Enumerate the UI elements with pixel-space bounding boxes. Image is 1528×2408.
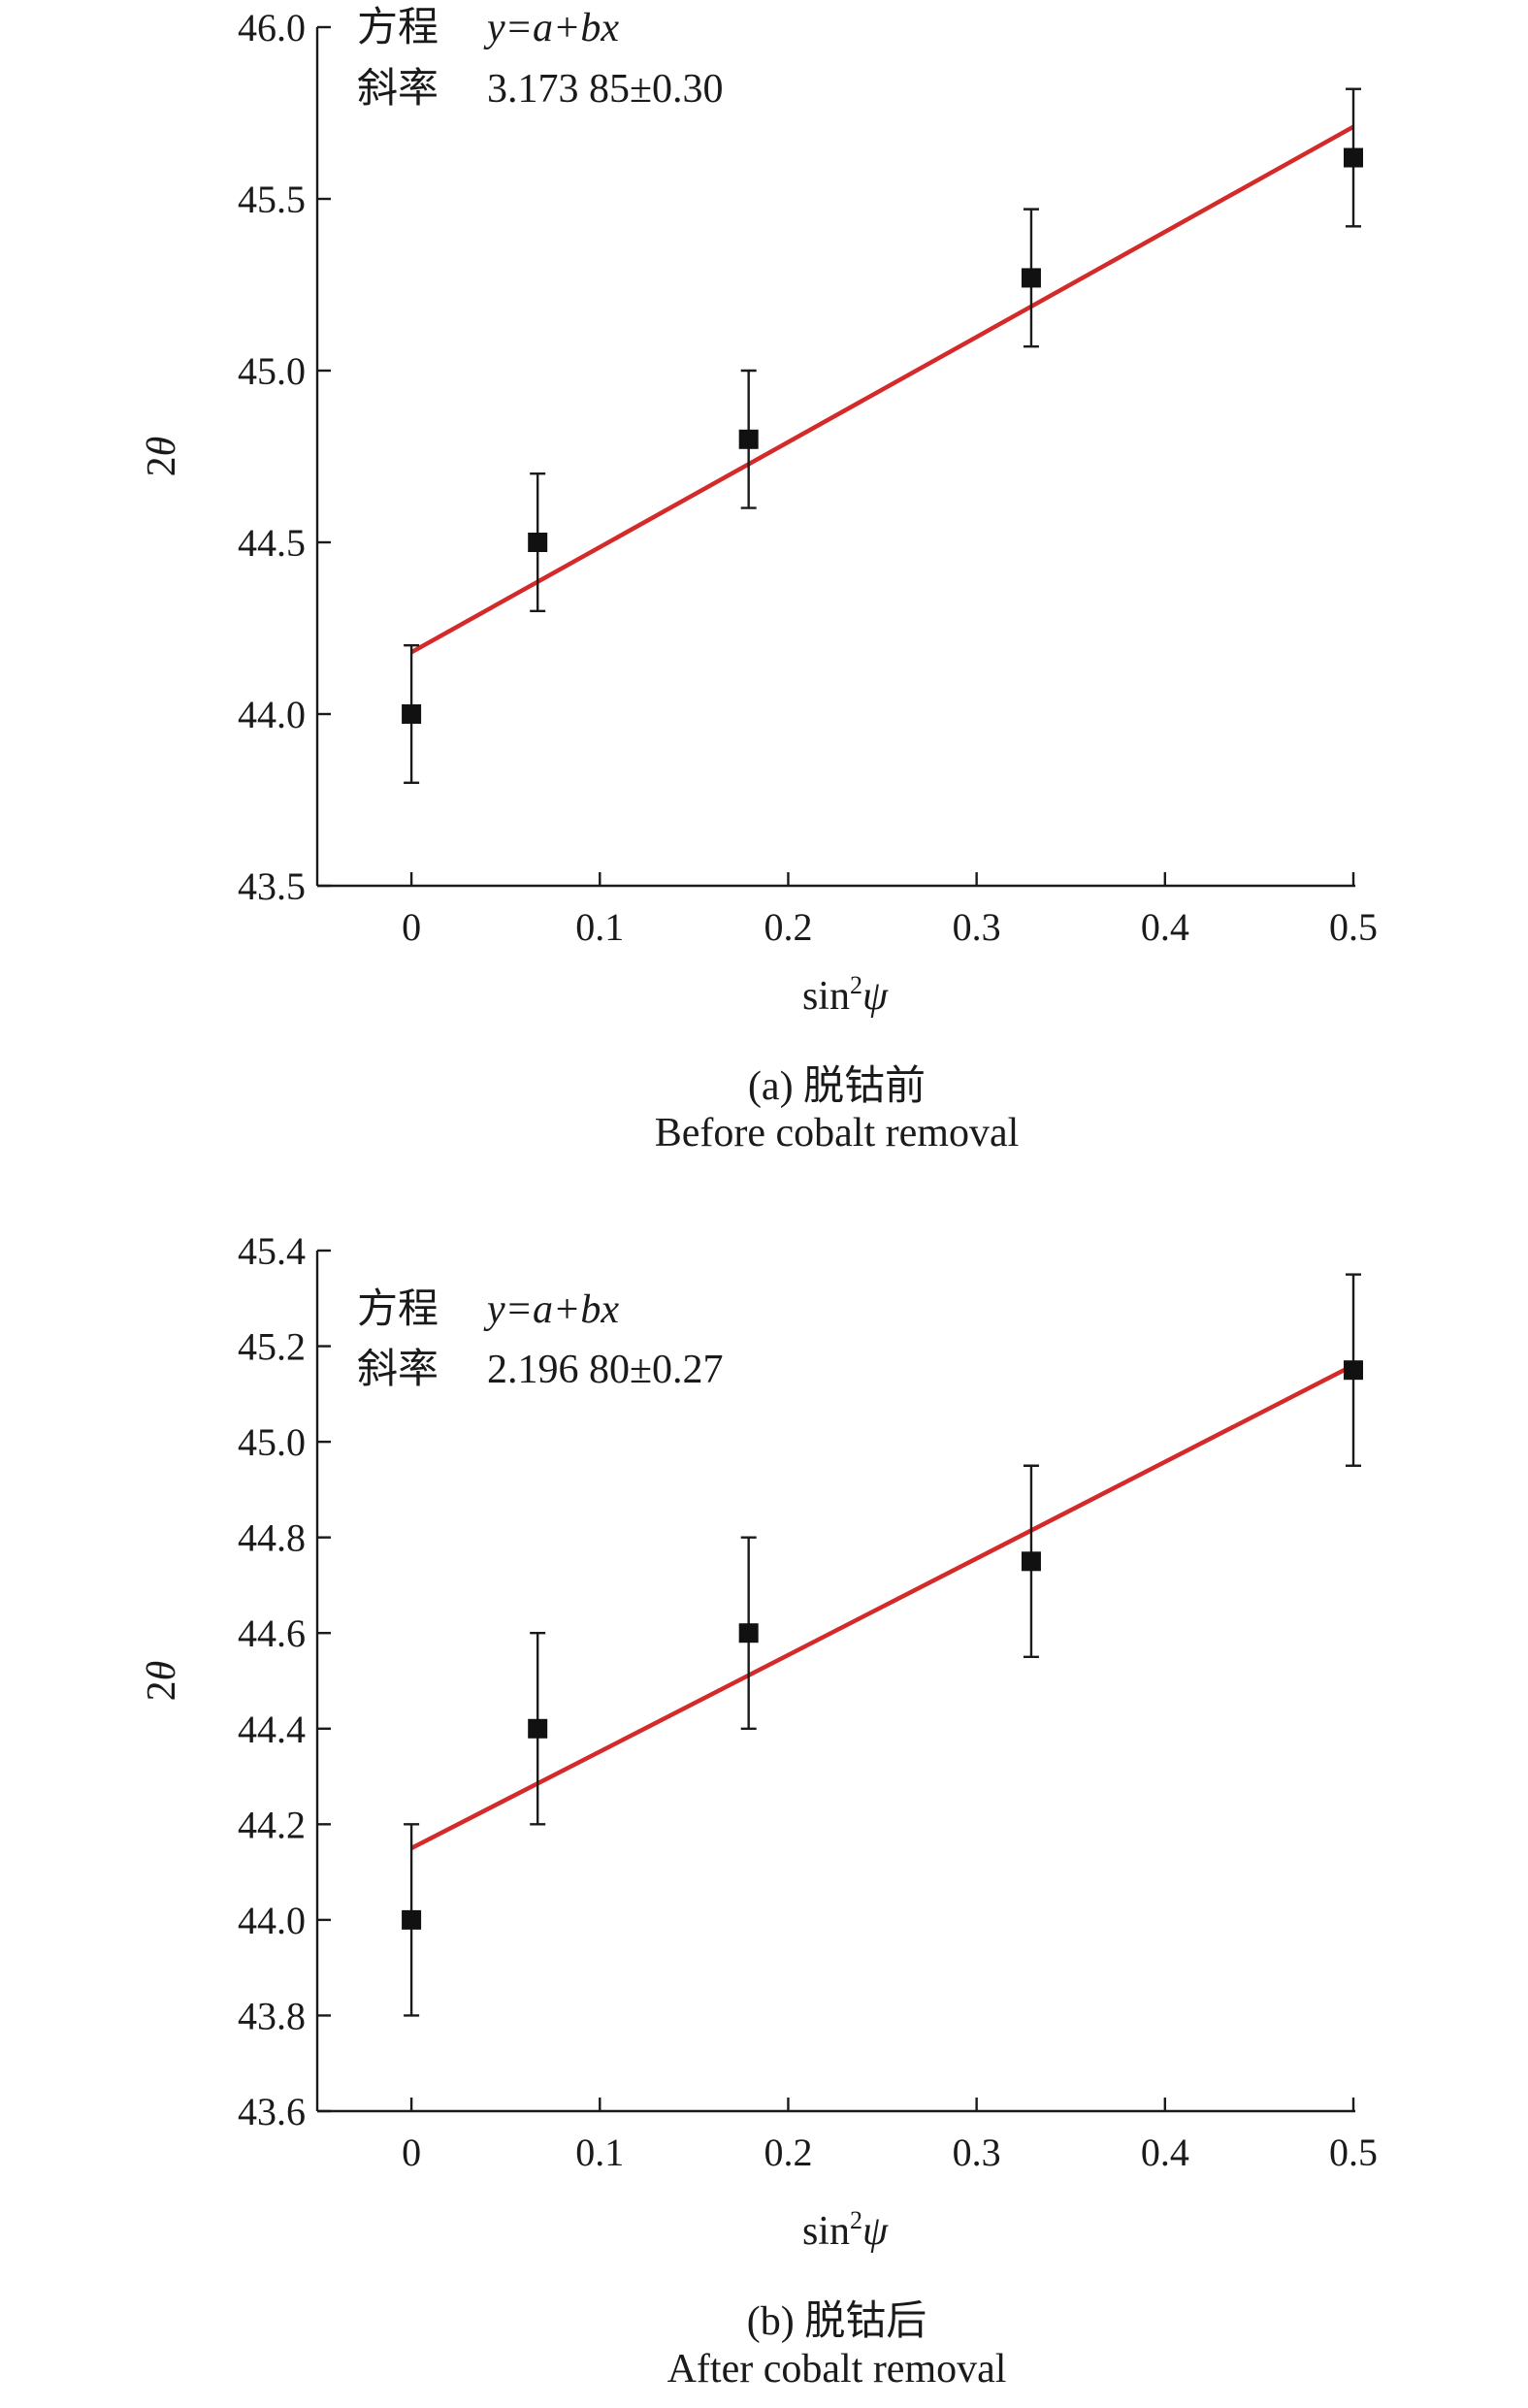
y-axis-title-symbol: θ bbox=[140, 1661, 184, 1681]
data-point bbox=[738, 429, 759, 449]
x-axis-title-prefix: sin bbox=[802, 2209, 850, 2254]
y-axis-title: 2θ bbox=[140, 1661, 184, 1702]
fit-line bbox=[409, 124, 1355, 655]
y-tick-label: 44.0 bbox=[238, 1899, 306, 1942]
y-tick-label: 45.2 bbox=[238, 1325, 306, 1369]
x-tick-label: 0.4 bbox=[1141, 905, 1189, 949]
chart-b-svg: 43.6 43.8 44.0 44.2 44.4 44.6 44.8 45.0 45.2 45.4… bbox=[140, 1229, 1378, 2254]
slope-value: 2.196 80±0.27 bbox=[487, 1348, 724, 1392]
x-axis-title-sup: 2 bbox=[850, 971, 862, 999]
y-tick-label: 44.2 bbox=[238, 1803, 306, 1846]
x-tick-label: 0 bbox=[402, 2131, 421, 2174]
y-tick-label: 46.0 bbox=[238, 6, 306, 49]
y-axis-title-number: 2 bbox=[140, 456, 184, 476]
y-axis-title-symbol: θ bbox=[140, 437, 184, 457]
x-tick-label: 0.2 bbox=[764, 905, 812, 949]
y-tick-label: 45.0 bbox=[238, 1420, 306, 1464]
x-tick-label: 0.3 bbox=[953, 2131, 1001, 2174]
x-axis-title-sup: 2 bbox=[850, 2206, 862, 2234]
y-tick-label: 43.5 bbox=[238, 864, 306, 908]
x-tick-label: 0.3 bbox=[953, 905, 1001, 949]
data-point bbox=[1344, 1360, 1363, 1381]
y-tick-label: 44.4 bbox=[238, 1708, 306, 1751]
data-point bbox=[528, 1718, 548, 1739]
x-axis-title: sin2ψ bbox=[802, 2206, 889, 2254]
chart-a-svg: 43.5 44.0 44.5 45.0 45.5 46.0 0 0.1 0.2 0.3 0.4 0.5… bbox=[140, 6, 1378, 1019]
x-axis-title: sin2ψ bbox=[802, 971, 889, 1019]
x-tick-label: 0.2 bbox=[764, 2131, 812, 2174]
y-tick-label: 44.5 bbox=[238, 521, 306, 565]
y-tick-label: 44.6 bbox=[238, 1611, 306, 1655]
y-tick-label: 45.5 bbox=[238, 178, 306, 221]
chart-panel-a: 43.5 44.0 44.5 45.0 45.5 46.0 0 0.1 0.2 0.3 0.4 0.5… bbox=[140, 6, 1378, 1155]
data-point bbox=[402, 704, 422, 724]
equation-label: 方程 bbox=[357, 6, 439, 50]
x-tick-label: 0.4 bbox=[1141, 2131, 1189, 2174]
y-tick-label: 45.0 bbox=[238, 349, 306, 393]
data-point bbox=[528, 533, 548, 552]
data-point bbox=[402, 1909, 422, 1930]
y-axis-title-number: 2 bbox=[140, 1680, 184, 1701]
y-axis-title: 2θ bbox=[140, 437, 184, 477]
caption-b-en: After cobalt removal bbox=[666, 2347, 1007, 2392]
x-tick-label: 0.1 bbox=[575, 905, 624, 949]
equation-text: y=a+bx bbox=[483, 6, 619, 50]
equation-text: y=a+bx bbox=[483, 1287, 619, 1332]
fit-line bbox=[410, 1363, 1355, 1850]
x-tick-label: 0 bbox=[402, 905, 421, 949]
y-tick-label: 43.6 bbox=[238, 2090, 306, 2133]
y-tick-label: 44.0 bbox=[238, 693, 306, 736]
data-point bbox=[1021, 1551, 1041, 1572]
slope-label: 斜率 bbox=[357, 1347, 439, 1392]
data-point bbox=[1344, 147, 1363, 168]
caption-a-zh: (a) 脱钴前 bbox=[747, 1064, 927, 1109]
slope-value: 3.173 85±0.30 bbox=[487, 67, 724, 112]
slope-label: 斜率 bbox=[357, 66, 439, 112]
equation-label: 方程 bbox=[357, 1287, 439, 1332]
data-point bbox=[738, 1623, 759, 1643]
y-tick-label: 45.4 bbox=[238, 1229, 306, 1273]
x-tick-label: 0.1 bbox=[575, 2131, 624, 2174]
x-axis-title-symbol: ψ bbox=[862, 974, 889, 1019]
data-point bbox=[1021, 268, 1041, 288]
chart-panel-b: 43.6 43.8 44.0 44.2 44.4 44.6 44.8 45.0 45.2 45.4… bbox=[0, 1204, 1528, 2408]
y-tick-label: 44.8 bbox=[238, 1516, 306, 1560]
caption-b-zh: (b) 脱钴后 bbox=[746, 2299, 927, 2344]
y-tick-label: 43.8 bbox=[238, 1994, 306, 2037]
x-axis-title-symbol: ψ bbox=[862, 2209, 889, 2254]
x-axis-title-prefix: sin bbox=[802, 974, 850, 1019]
caption-a-en: Before cobalt removal bbox=[654, 1111, 1020, 1155]
x-tick-label: 0.5 bbox=[1329, 2131, 1378, 2174]
x-tick-label: 0.5 bbox=[1329, 905, 1378, 949]
